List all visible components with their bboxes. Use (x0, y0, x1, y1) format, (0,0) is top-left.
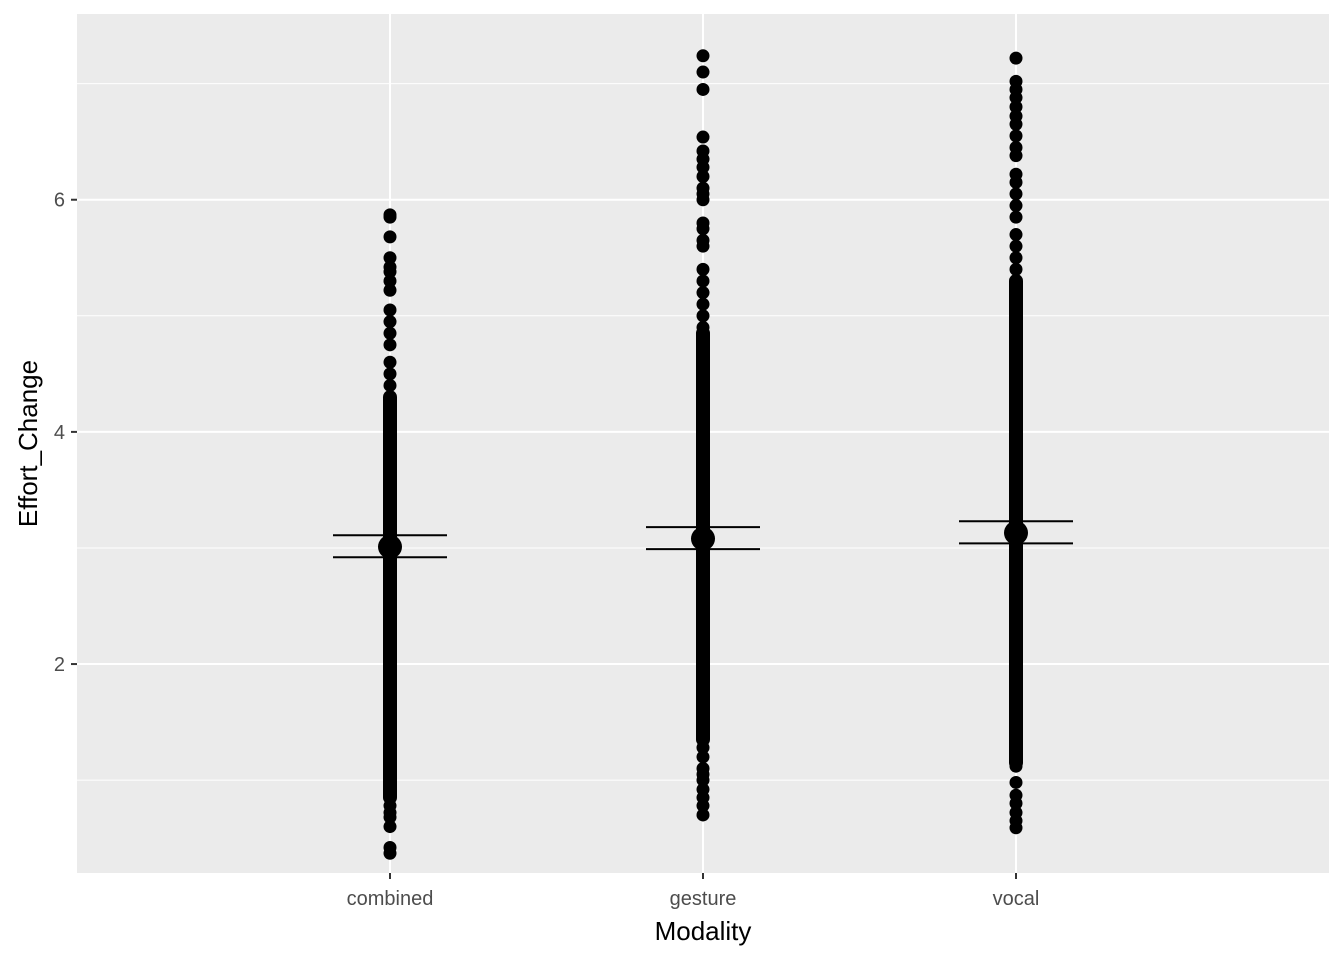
data-point (383, 367, 397, 381)
data-point (696, 130, 710, 144)
data-point (383, 251, 397, 265)
data-point (383, 799, 397, 813)
data-point (696, 297, 710, 311)
data-point (696, 82, 710, 96)
x-tick-label-gesture: gesture (670, 888, 737, 910)
data-point (696, 808, 710, 822)
data-point (696, 233, 710, 247)
axes: 2 4 6 combined gesture vocal (54, 190, 1039, 910)
mean-point-combined (378, 534, 402, 559)
data-point (696, 274, 710, 288)
data-point (383, 315, 397, 329)
summary-stats (333, 520, 1073, 559)
y-tick-label: 4 (54, 422, 65, 444)
data-point (383, 326, 397, 340)
data-point (696, 320, 710, 334)
data-point (1009, 775, 1023, 789)
y-tick-label: 2 (54, 654, 65, 676)
data-point (1009, 262, 1023, 276)
data-point (383, 283, 397, 297)
data-point (696, 262, 710, 276)
data-point (383, 208, 397, 222)
data-point (696, 762, 710, 776)
data-point (383, 820, 397, 834)
mean-point-vocal (1004, 520, 1028, 545)
data-point (1009, 228, 1023, 242)
data-point (383, 338, 397, 352)
data-point (383, 390, 397, 404)
y-tick-label: 6 (54, 190, 65, 212)
data-point (1009, 74, 1023, 88)
data-point (1009, 100, 1023, 114)
data-point (696, 49, 710, 63)
data-point (1009, 199, 1023, 213)
data-point (696, 286, 710, 300)
data-point (1009, 210, 1023, 224)
data-point (696, 65, 710, 79)
x-tick-label-combined: combined (347, 888, 434, 910)
data-point (383, 378, 397, 392)
data-point (1009, 251, 1023, 265)
data-point (1009, 109, 1023, 123)
data-point (1009, 806, 1023, 820)
data-point (1009, 239, 1023, 253)
data-point (696, 170, 710, 184)
data-point (1009, 51, 1023, 65)
y-axis-title: Effort_Change (13, 360, 43, 527)
x-axis-title: Modality (655, 916, 752, 946)
data-point (696, 144, 710, 158)
mean-point-gesture (691, 526, 715, 551)
x-tick-label-vocal: vocal (993, 888, 1040, 910)
data-point (696, 216, 710, 230)
data-point (1009, 167, 1023, 181)
data-point (696, 750, 710, 764)
data-point (696, 741, 710, 755)
data-point (696, 181, 710, 195)
data-point (1009, 788, 1023, 802)
data-point (1009, 750, 1023, 764)
data-point (1009, 759, 1023, 773)
data-point (1009, 140, 1023, 154)
data-point (383, 303, 397, 317)
data-point (383, 230, 397, 244)
data-point (696, 782, 710, 796)
data-point (1009, 187, 1023, 201)
data-point (383, 840, 397, 854)
data-point (1009, 129, 1023, 143)
data-point (383, 355, 397, 369)
data-point (696, 309, 710, 323)
data-point (383, 260, 397, 274)
data-point (383, 274, 397, 288)
